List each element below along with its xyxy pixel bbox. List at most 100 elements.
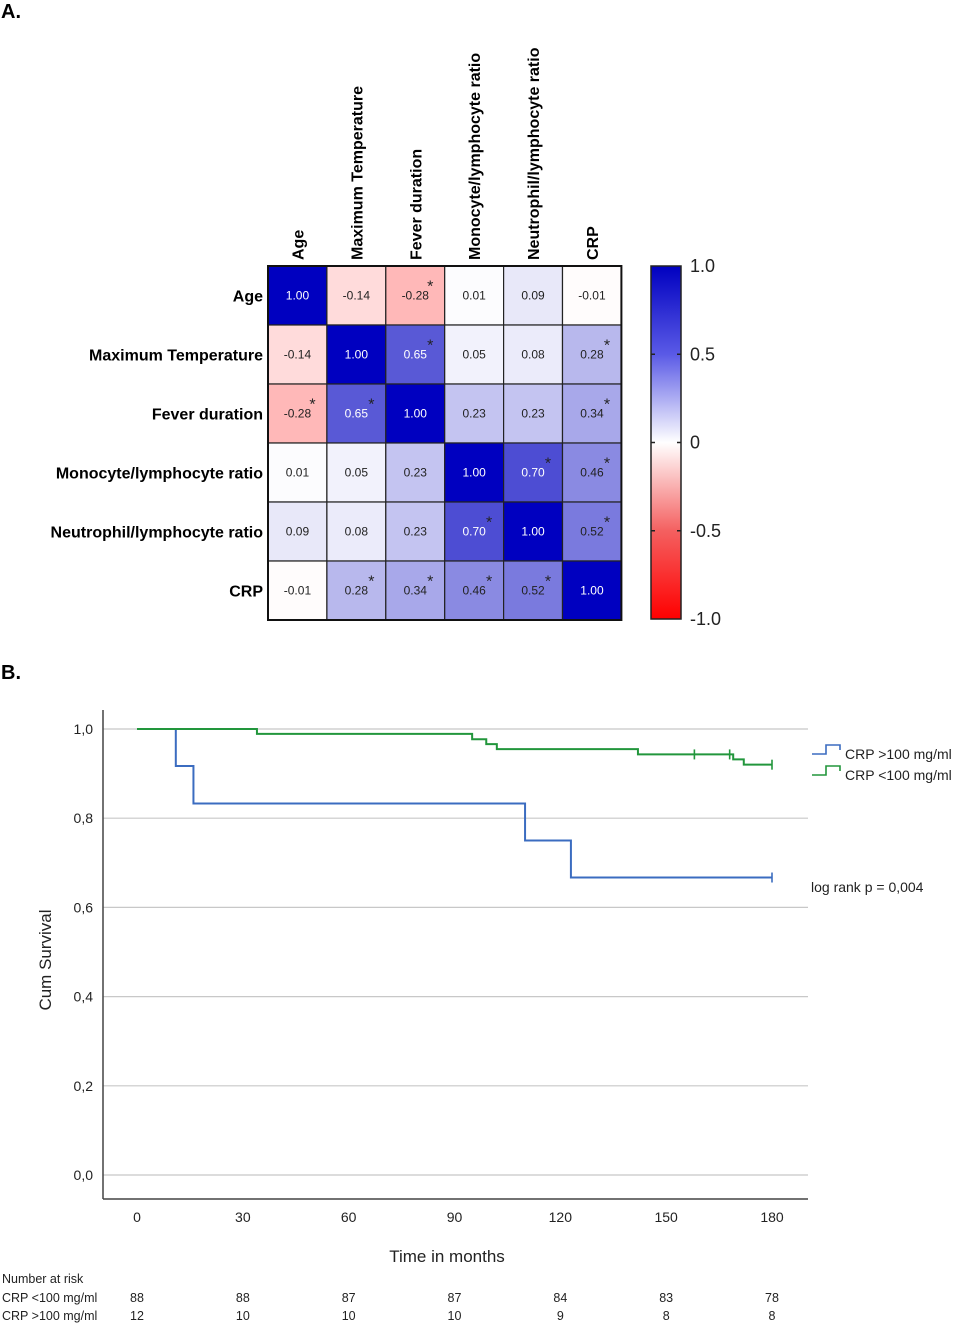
cell-value: -0.01 [284,584,312,598]
x-tick-label: 150 [654,1209,678,1225]
risk-value: 78 [765,1291,779,1305]
row-label: Age [233,289,263,306]
risk-value: 10 [342,1309,356,1323]
cell-value: 0.52 [521,584,545,598]
heatmap-border [267,265,623,621]
cell-value: -0.28 [284,407,312,421]
cell-value: 0.08 [521,348,545,362]
risk-value: 8 [663,1309,670,1323]
y-tick-label: 1,0 [74,721,94,737]
survival-curve-crp-high [137,728,772,879]
cell-value: 0.65 [345,407,369,421]
row-label: Fever duration [152,407,263,424]
x-tick-label: 180 [760,1209,784,1225]
heatmap-cell [561,265,623,326]
risk-value: 9 [557,1309,564,1323]
heatmap-cell [267,265,328,326]
risk-value: 84 [553,1291,567,1305]
cell-value: -0.28 [402,289,430,303]
heatmap-cell [503,501,564,562]
significance-marker: * [309,397,315,414]
y-tick-label: 0,4 [74,989,94,1005]
cell-value: 0.65 [404,348,428,362]
cell-value: 0.34 [404,584,428,598]
heatmap-cell [385,501,446,562]
colorbar-tick-label: 0.5 [690,344,715,364]
heatmap-cell [326,265,387,326]
row-label: Maximum Temperature [89,348,263,365]
risk-row-label: CRP <100 mg/ml [2,1291,97,1305]
cell-value: 0.01 [462,289,486,303]
significance-marker: * [427,338,433,355]
x-tick-label: 60 [341,1209,357,1225]
heatmap-cell [503,442,564,503]
heatmap-cell [444,324,505,385]
risk-row-label: CRP >100 mg/ml [2,1309,97,1323]
column-label: Maximum Temperature [349,86,366,260]
cell-value: 0.34 [580,407,604,421]
cell-value: -0.14 [343,289,371,303]
colorbar: 1.0 0.5 0 -0.5 -1.0 [650,256,721,629]
log-rank-annotation: log rank p = 0,004 [811,879,924,895]
x-axis-title: Time in months [389,1247,505,1266]
significance-marker: * [545,456,551,473]
significance-marker: * [486,574,492,591]
x-tick-label: 0 [133,1209,141,1225]
colorbar-tick-label: 1.0 [690,256,715,276]
significance-marker: * [545,574,551,591]
significance-marker: * [427,574,433,591]
cell-value: 0.23 [404,525,428,539]
risk-value: 87 [448,1291,462,1305]
heatmap-cell [267,560,328,621]
significance-marker: * [368,574,374,591]
colorbar-tick-label: 0 [690,433,700,453]
legend-swatch [812,765,841,776]
cell-value: 0.28 [345,584,369,598]
cell-value: 0.09 [286,525,310,539]
risk-value: 12 [130,1309,144,1323]
cell-value: 0.46 [462,584,486,598]
cell-value: 0.23 [521,407,545,421]
heatmap-cell [561,560,623,621]
cell-value: 0.70 [521,466,545,480]
colorbar-tick-label: -1.0 [690,609,721,629]
cell-value: 0.70 [462,525,486,539]
risk-value: 87 [342,1291,356,1305]
cell-value: 0.08 [345,525,369,539]
cell-value: 0.23 [462,407,486,421]
y-tick-label: 0,6 [74,899,94,915]
kaplan-meier-plot: 0,0 0,2 0,4 0,6 0,8 1,0 0 30 60 90 120 150 180 Time i… [2,710,952,1323]
x-tick-label: 90 [447,1209,463,1225]
y-tick-label: 0,8 [74,810,94,826]
heatmap-cell [326,324,387,385]
significance-marker: * [486,515,492,532]
risk-value: 88 [130,1291,144,1305]
column-label: Monocyte/lymphocyte ratio [467,53,484,260]
panel-a-label: A. [1,1,21,23]
cell-value: 0.46 [580,466,604,480]
significance-marker: * [368,397,374,414]
cell-value: 0.09 [521,289,545,303]
cell-value: 0.05 [462,348,486,362]
cell-value: 0.01 [286,466,310,480]
cell-value: -0.01 [578,289,606,303]
heatmap-cell [444,501,505,562]
cell-value: 1.00 [462,466,486,480]
cell-value: 0.52 [580,525,604,539]
y-tick-label: 0,0 [74,1167,94,1183]
column-label: Age [290,230,307,260]
heatmap-cell [326,442,387,503]
risk-value: 10 [448,1309,462,1323]
risk-value: 8 [769,1309,776,1323]
cell-value: 0.28 [580,348,604,362]
x-tick-label: 120 [549,1209,573,1225]
cell-value: 1.00 [286,289,310,303]
legend-swatch [812,744,841,755]
cell-value: 1.00 [345,348,369,362]
cell-value: 1.00 [521,525,545,539]
heatmap-cell [444,383,505,444]
colorbar-gradient [650,265,682,620]
heatmap-cell [326,383,387,444]
heatmap-cell [503,383,564,444]
cell-value: 1.00 [580,584,604,598]
